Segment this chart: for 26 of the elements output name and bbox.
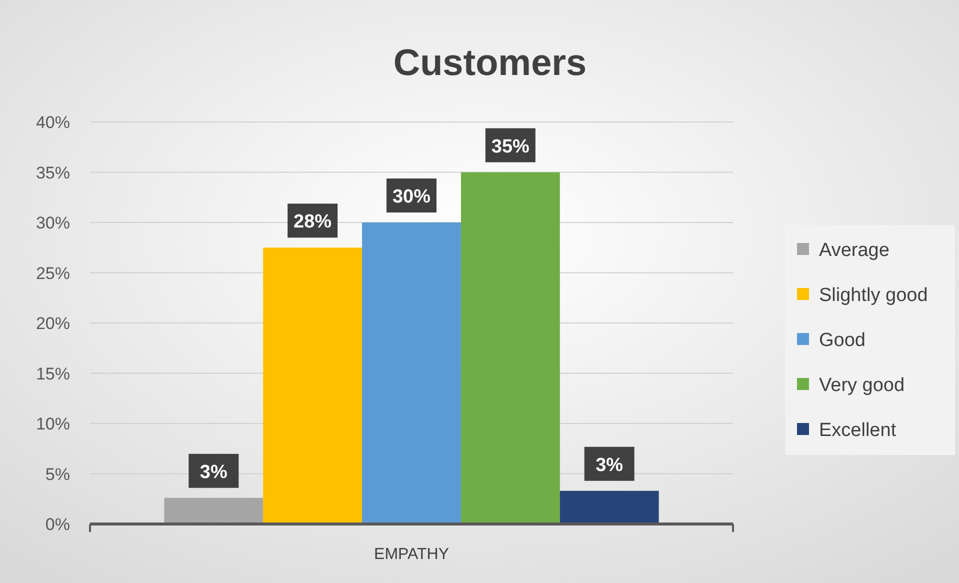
chart-title: Customers [393, 42, 587, 83]
data-label: 3% [200, 462, 228, 483]
legend-label: Slightly good [819, 285, 928, 306]
y-tick-label: 35% [36, 163, 70, 182]
bar [560, 490, 659, 524]
y-tick-label: 10% [36, 414, 70, 434]
y-tick-label: 5% [45, 464, 70, 484]
legend-label: Very good [819, 375, 905, 396]
bar [460, 172, 560, 524]
y-tick-label: 25% [36, 264, 70, 283]
y-tick-label: 0% [45, 515, 70, 534]
legend-label: Average [819, 240, 890, 261]
bar [164, 498, 264, 524]
data-label: 35% [491, 136, 530, 158]
y-tick-label: 15% [36, 364, 70, 384]
x-tick-label: EMPATHY [374, 546, 450, 563]
legend-label: Good [819, 330, 866, 351]
data-label: 30% [392, 186, 431, 208]
bar [263, 248, 362, 524]
data-label: 3% [596, 454, 624, 476]
data-label: 28% [294, 212, 332, 233]
y-tick-label: 40% [36, 113, 70, 132]
legend-label: Excellent [819, 420, 897, 441]
y-tick-label: 30% [36, 214, 70, 232]
y-tick-label: 20% [36, 314, 70, 333]
bar [362, 222, 461, 524]
